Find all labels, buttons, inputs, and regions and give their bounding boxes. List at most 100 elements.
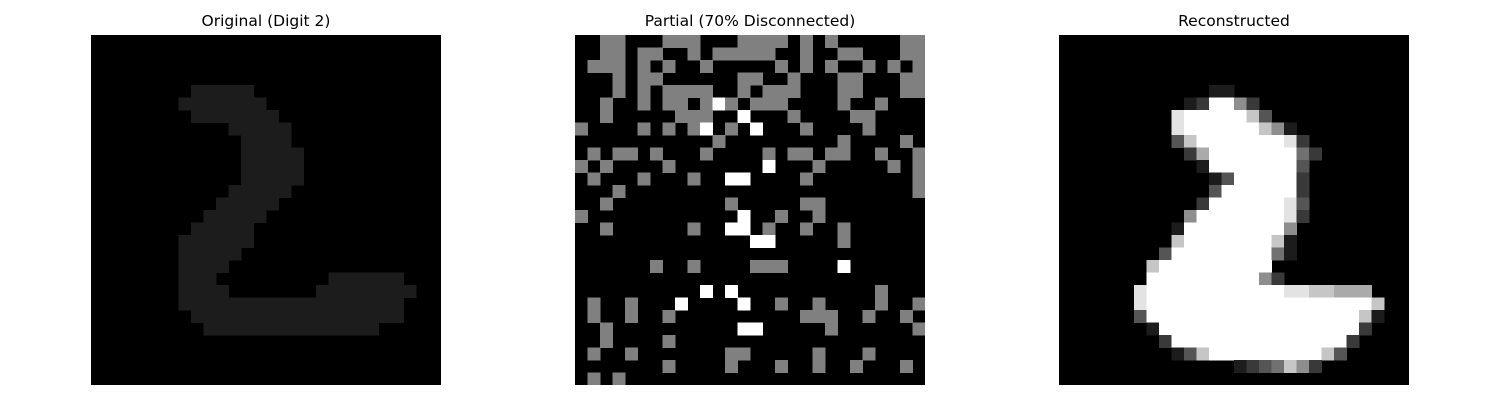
pixel-cell [1309,297,1322,311]
pixel-cell [750,35,763,48]
pixel-cell [700,60,713,73]
pixel-cell [1221,310,1235,323]
pixel-cell [1209,172,1222,186]
pixel-cell [1271,235,1285,248]
pixel-cell [662,310,676,323]
pixel-cell [1221,185,1235,198]
pixel-cell [725,222,738,236]
pixel-cell [1309,285,1322,298]
pixel-cell [291,147,304,161]
panel-title-reconstructed: Reconstructed [1178,12,1290,30]
pixel-cell [203,85,217,98]
pixel-cell [1246,197,1260,211]
pixel-cell [1259,260,1272,273]
pixel-cell [787,110,801,123]
pixel-cell [1321,297,1335,311]
pixel-cell [1159,285,1172,298]
pixel-cell [1234,210,1247,223]
pixel-cell [662,85,676,98]
pixel-cell [316,322,329,336]
pixel-cell [1196,260,1210,273]
pixel-cell [266,135,279,148]
pixel-cell [203,322,217,336]
pixel-cell [1184,97,1197,111]
pixel-cell [1271,285,1285,298]
pixel-cell [241,185,254,198]
pixel-cell [825,147,838,161]
pixel-cell [266,172,279,186]
pixel-cell [862,60,876,73]
pixel-cell [662,122,676,136]
pixel-cell [675,110,688,123]
pixel-cell [241,222,254,236]
pixel-cell [1246,122,1260,136]
pixel-cell [1209,97,1222,111]
pixel-cell [1296,347,1310,361]
pixel-cell [775,97,788,111]
pixel-cell [1259,210,1272,223]
pixel-cell [203,310,217,323]
pixel-cell [278,297,292,311]
pixel-cell [737,297,751,311]
pixel-cell [1196,235,1210,248]
pixel-cell [575,210,588,223]
pixel-cell [1259,222,1272,236]
pixel-cell [1296,197,1310,211]
pixel-cell [837,147,851,161]
pixel-cell [1196,347,1210,361]
pixel-cell [1271,210,1285,223]
pixel-cell [625,297,638,311]
pixel-cell [1221,160,1235,173]
pixel-cell [328,272,342,286]
pixel-cell [637,85,651,98]
pixel-cell [800,172,813,186]
pixel-cell [303,297,317,311]
pixel-cell [912,172,925,186]
pixel-cell [1171,297,1185,311]
pixel-cell [700,285,713,298]
pixel-cell [712,47,726,61]
pixel-cell [1196,135,1210,148]
pixel-cell [662,35,676,48]
pixel-cell [1234,285,1247,298]
pixel-cell [228,310,242,323]
pixel-cell [1284,147,1297,161]
pixel-cell [1221,335,1235,348]
pixel-cell [178,260,192,273]
pixel-cell [366,272,379,286]
pixel-cell [1221,147,1235,161]
pixel-cell [1234,222,1247,236]
pixel-cell [637,122,651,136]
pixel-cell [1246,135,1260,148]
pixel-cell [216,235,229,248]
pixel-cell [775,260,788,273]
pixel-cell [241,322,254,336]
pixel-cell [637,97,651,111]
pixel-cell [875,297,888,311]
pixel-cell [900,35,913,48]
pixel-cell [637,72,651,86]
pixel-cell [587,147,601,161]
pixel-cell [1334,297,1347,311]
pixel-cell [328,310,342,323]
pixel-cell [228,85,242,98]
pixel-cell [912,60,925,73]
pixel-cell [1246,360,1260,373]
pixel-cell [178,272,192,286]
image-partial [575,35,925,385]
pixel-cell [1221,260,1235,273]
pixel-cell [750,47,763,61]
pixel-cell [912,147,925,161]
pixel-cell [1271,347,1285,361]
pixel-cell [1234,310,1247,323]
pixel-cell [1221,322,1235,336]
pixel-cell [812,160,826,173]
pixel-cell [1271,322,1285,336]
pixel-cell [812,347,826,361]
pixel-cell [1271,122,1285,136]
pixel-cell [750,97,763,111]
pixel-cell [762,35,776,48]
pixel-cell [1196,335,1210,348]
pixel-cell [1196,310,1210,323]
pixel-cell [750,235,763,248]
